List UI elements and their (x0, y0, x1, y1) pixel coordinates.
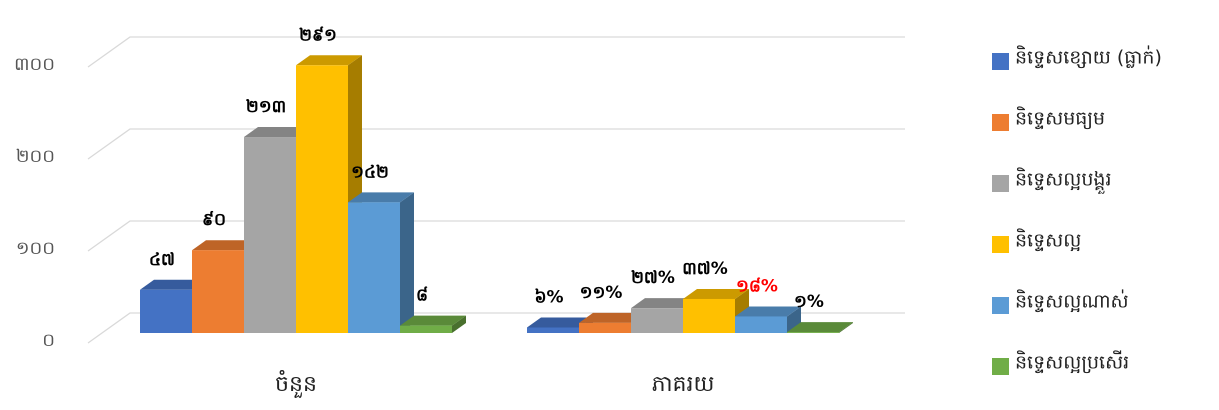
y-tick-label: ២០០ (16, 146, 55, 167)
legend-label: និទ្ទេសខ្សោយ (ធ្លាក់) (1015, 45, 1162, 69)
legend-label: និទ្ទេសល្អបង្គួរ (1015, 167, 1111, 195)
legend-label: និទ្ទេសល្អប្រសើរ (1015, 350, 1129, 374)
legend-swatch (992, 297, 1009, 314)
bar (527, 327, 579, 333)
bar (244, 137, 296, 333)
data-label: ១% (794, 292, 824, 312)
y-tick-label: ១០០ (16, 238, 55, 259)
data-label: ៩០ (202, 210, 226, 230)
bar-side (452, 315, 466, 333)
bar-top (527, 317, 593, 328)
bar-top (192, 240, 258, 251)
bar-top (735, 306, 801, 317)
legend-swatch (992, 114, 1009, 131)
legend-label: និទ្ទេសល្អណាស់ (1015, 289, 1129, 313)
bar-side (787, 306, 801, 333)
bar-top (631, 298, 697, 309)
grid-line (87, 220, 905, 252)
grid-line (87, 36, 905, 68)
bar (631, 308, 683, 333)
bar (348, 202, 400, 333)
bar-top (244, 127, 310, 138)
legend-label: និទ្ទេសល្អ (1015, 228, 1081, 252)
y-tick-label: ០ (42, 330, 55, 351)
data-label: ១១% (580, 283, 623, 303)
legend-swatch (992, 236, 1009, 253)
bar-top (787, 322, 853, 333)
bar-top (348, 192, 414, 203)
bar-side (400, 192, 414, 333)
bar (140, 289, 192, 333)
bar (400, 325, 452, 333)
bar-top (683, 288, 749, 299)
x-tick-label: ភាគរយ (652, 372, 715, 397)
bar-top (140, 279, 206, 290)
data-label: ៦% (534, 287, 563, 307)
bar (192, 250, 244, 333)
legend-swatch (992, 53, 1009, 70)
bar (735, 316, 787, 333)
bar-top (296, 55, 362, 66)
data-label: ២៧% (631, 268, 675, 288)
bar-top (400, 315, 466, 326)
y-tick-label: ៣០០ (14, 54, 55, 75)
bar-top (579, 312, 645, 323)
data-label: ២៩១ (299, 25, 337, 45)
bar (296, 65, 348, 333)
x-tick-label: ចំនួន (275, 370, 317, 398)
legend-swatch (992, 358, 1009, 375)
data-label: ៣៧% (682, 259, 728, 279)
data-label: ១៨% (736, 276, 778, 296)
data-label: ២១៣ (246, 97, 286, 117)
bar-side (839, 322, 853, 333)
data-label: ៨ (416, 286, 428, 306)
grid-line (87, 128, 905, 160)
legend-swatch (992, 175, 1009, 192)
legend-label: និទ្ទេសមធ្យម (1015, 106, 1105, 130)
bar (579, 322, 631, 333)
data-label: ១៤២ (351, 162, 389, 182)
data-label: ៤៧ (149, 250, 175, 270)
bar (683, 298, 735, 333)
bar (787, 332, 839, 333)
